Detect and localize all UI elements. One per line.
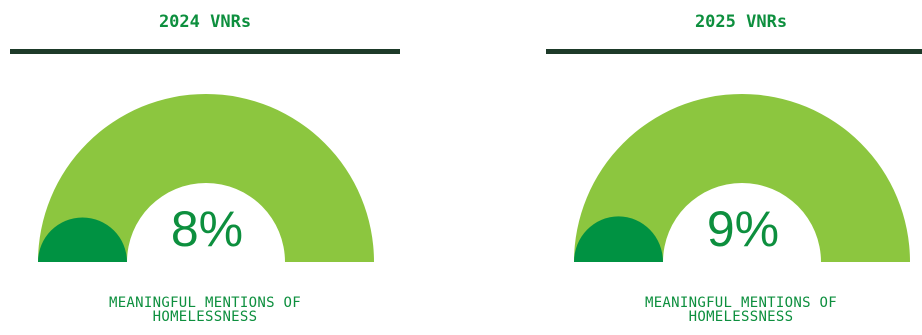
gauge-track — [574, 94, 910, 262]
gauge-value-label: 8% — [171, 201, 243, 257]
gauge-fill — [38, 217, 127, 262]
gauge-caption: MEANINGFUL MENTIONS OF HOMELESSNESS — [644, 295, 838, 325]
panel-title: 2024 VNRs — [158, 12, 252, 32]
gauge-track — [38, 94, 374, 262]
divider — [546, 49, 922, 54]
gauge-caption: MEANINGFUL MENTIONS OF HOMELESSNESS — [108, 295, 302, 325]
divider — [10, 49, 400, 54]
gauge-panel-2025: 2025 VNRs 9% MEANINGFUL MENTIONS OF HOME… — [546, 0, 922, 335]
gauge-panel-2024: 2024 VNRs 8% MEANINGFUL MENTIONS OF HOME… — [10, 0, 400, 335]
gauge-fill — [574, 216, 663, 262]
gauge-chart: 9% — [574, 94, 910, 262]
panel-title: 2025 VNRs — [694, 12, 788, 32]
gauge-value-label: 9% — [707, 201, 779, 257]
gauge-chart: 8% — [38, 94, 374, 262]
